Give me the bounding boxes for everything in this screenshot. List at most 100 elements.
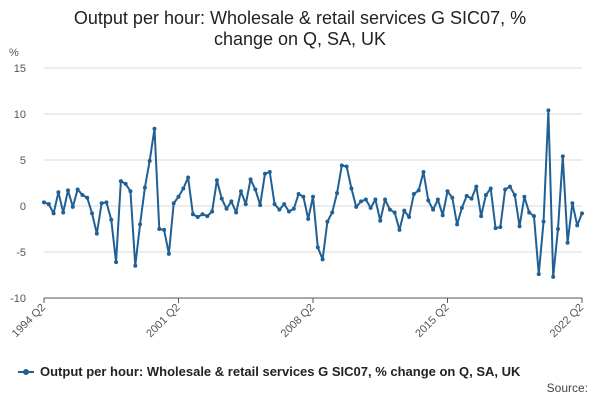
data-point — [200, 212, 205, 217]
data-point — [123, 181, 128, 186]
data-point — [219, 196, 224, 201]
data-point — [440, 213, 445, 218]
data-point — [282, 202, 287, 207]
data-point — [512, 192, 517, 197]
data-point — [152, 126, 157, 131]
data-point — [483, 192, 488, 197]
y-axis-label: % — [9, 47, 19, 59]
data-point — [488, 186, 493, 191]
data-point — [479, 214, 484, 219]
data-point — [493, 226, 498, 231]
data-point — [118, 179, 123, 184]
data-point — [306, 216, 311, 221]
data-point — [272, 202, 277, 207]
data-point — [565, 240, 570, 245]
series-output-per-hour[interactable] — [42, 108, 584, 279]
data-point — [464, 193, 469, 198]
data-point — [315, 245, 320, 250]
data-point — [325, 219, 330, 224]
data-point — [277, 207, 282, 212]
source-label: Source: — [546, 381, 588, 395]
data-point — [99, 201, 104, 206]
data-point — [344, 164, 349, 169]
data-point — [181, 186, 186, 191]
data-point — [354, 204, 359, 209]
y-tick-label: 15 — [14, 63, 26, 75]
data-point — [517, 224, 522, 229]
data-point — [61, 210, 66, 215]
data-point — [286, 209, 291, 214]
data-point — [171, 201, 176, 206]
data-point — [248, 177, 253, 182]
legend-label: Output per hour: Wholesale & retail serv… — [40, 364, 521, 379]
data-point — [335, 191, 340, 196]
data-point — [109, 217, 114, 222]
legend-line-marker-icon — [18, 368, 34, 375]
data-point — [378, 218, 383, 223]
data-point — [186, 175, 191, 180]
data-point — [435, 197, 440, 202]
data-point — [42, 200, 46, 205]
data-point — [339, 163, 344, 168]
data-point — [522, 194, 527, 199]
data-point — [85, 195, 90, 200]
data-point — [555, 227, 560, 231]
data-point — [142, 185, 147, 190]
data-point — [90, 211, 95, 216]
data-point — [166, 251, 171, 256]
data-point — [147, 158, 152, 163]
chart-title-line-2: change on Q, SA, UK — [213, 29, 387, 49]
data-point — [210, 209, 215, 214]
data-point — [51, 211, 56, 216]
data-point — [80, 192, 85, 197]
chart-title-line-1: Output per hour: Wholesale & retail serv… — [73, 8, 527, 28]
data-point — [503, 187, 508, 192]
data-point — [445, 189, 450, 194]
data-point — [104, 200, 109, 205]
data-point — [397, 227, 402, 232]
data-point — [162, 227, 167, 232]
data-point — [411, 192, 416, 197]
data-point — [546, 108, 551, 113]
data-point — [128, 189, 133, 194]
data-point — [258, 203, 263, 208]
data-point — [536, 272, 541, 277]
data-point — [94, 231, 99, 236]
y-tick-label: 5 — [20, 155, 26, 167]
data-point — [190, 212, 195, 217]
x-tick-label: 2001 Q2 — [144, 302, 182, 340]
data-point — [531, 214, 536, 219]
legend[interactable]: Output per hour: Wholesale & retail serv… — [18, 364, 520, 379]
data-point — [349, 186, 354, 191]
data-point — [431, 207, 436, 212]
data-point — [383, 197, 388, 202]
data-point — [243, 202, 248, 207]
data-point — [114, 260, 119, 265]
data-point — [459, 205, 464, 210]
data-point — [455, 222, 460, 227]
data-point — [507, 184, 512, 189]
x-tick-label: 2015 Q2 — [413, 302, 451, 340]
x-tick-label: 2022 Q2 — [548, 302, 586, 340]
data-point — [224, 206, 229, 211]
data-point — [176, 194, 181, 199]
data-point — [296, 192, 301, 197]
data-point — [70, 204, 75, 209]
data-point — [570, 201, 575, 206]
data-point — [253, 187, 258, 192]
data-point — [450, 195, 455, 200]
data-point — [368, 205, 373, 210]
y-tick-label: -5 — [16, 247, 26, 259]
data-point — [392, 210, 397, 215]
data-point — [416, 188, 421, 193]
data-point — [421, 169, 426, 174]
y-tick-label: 0 — [20, 201, 26, 213]
data-point — [560, 154, 565, 159]
chart-title: Output per hour: Wholesale & retail serv… — [0, 8, 600, 50]
data-point — [469, 196, 474, 201]
data-point — [426, 198, 431, 203]
data-point — [402, 208, 407, 213]
data-point — [580, 211, 584, 216]
data-point — [66, 188, 71, 193]
